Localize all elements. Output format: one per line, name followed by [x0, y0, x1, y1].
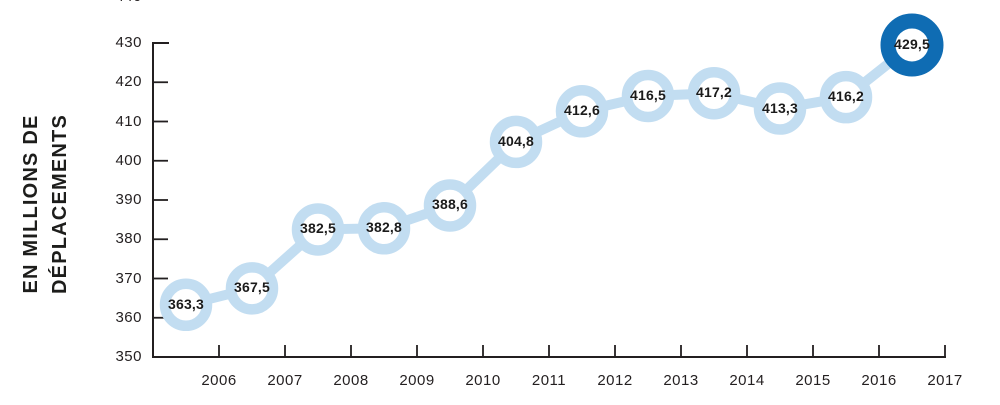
data-point-circle	[555, 85, 609, 138]
x-tick-label: 2011	[531, 372, 567, 389]
x-tick-label: 2007	[267, 372, 303, 389]
y-tick-label: 370	[115, 269, 142, 287]
x-tick-label: 2015	[795, 372, 831, 389]
point-value-label: 413,3	[761, 99, 799, 116]
data-point-circle	[819, 70, 873, 124]
data-point-circle	[489, 115, 543, 169]
y-tick-label: 410	[115, 112, 142, 130]
x-tick-label: 2010	[465, 372, 501, 389]
data-point-circle	[225, 262, 279, 315]
y-tick-label: 430	[115, 34, 142, 51]
point-value-label: 416,2	[827, 88, 865, 105]
y-tick-label: 380	[115, 230, 142, 248]
x-tick-label: 2008	[333, 372, 369, 389]
point-value-label: 382,8	[365, 219, 403, 236]
x-tick-label: 2012	[597, 372, 633, 389]
y-tick-label: 350	[115, 348, 142, 365]
y-tick-label: 390	[115, 191, 142, 208]
data-point-circle	[291, 203, 345, 256]
data-point-circle-highlight	[880, 13, 944, 77]
y-tick-label: 440	[88, 0, 142, 5]
point-value-label: 416,5	[629, 86, 667, 103]
y-tick-label: 400	[115, 151, 142, 169]
x-tick-label: 2016	[861, 372, 897, 389]
x-tick-label: 2013	[663, 372, 699, 389]
x-tick-label: 2009	[399, 372, 435, 389]
point-value-label: 367,5	[233, 279, 271, 296]
data-point-circle	[159, 278, 213, 332]
point-value-label: 417,2	[695, 84, 733, 101]
x-tick-label: 2017	[927, 372, 963, 389]
point-value-label: 382,5	[299, 220, 337, 237]
point-value-label: 363,3	[167, 295, 205, 312]
y-tick-label: 420	[115, 73, 142, 91]
x-tick-label: 2006	[201, 372, 237, 389]
y-tick-label: 360	[115, 308, 142, 326]
x-tick-label: 2014	[729, 372, 765, 389]
point-value-label: 429,5	[893, 35, 931, 52]
series-line	[181, 39, 917, 310]
point-value-label: 388,6	[431, 196, 469, 213]
data-point-circle	[357, 202, 411, 255]
data-point-circle	[687, 66, 741, 120]
data-point-circle	[753, 82, 807, 135]
data-point-circle	[621, 69, 675, 123]
point-value-label: 412,6	[563, 102, 601, 119]
data-point-circle	[423, 179, 477, 232]
point-value-label: 404,8	[497, 132, 535, 149]
